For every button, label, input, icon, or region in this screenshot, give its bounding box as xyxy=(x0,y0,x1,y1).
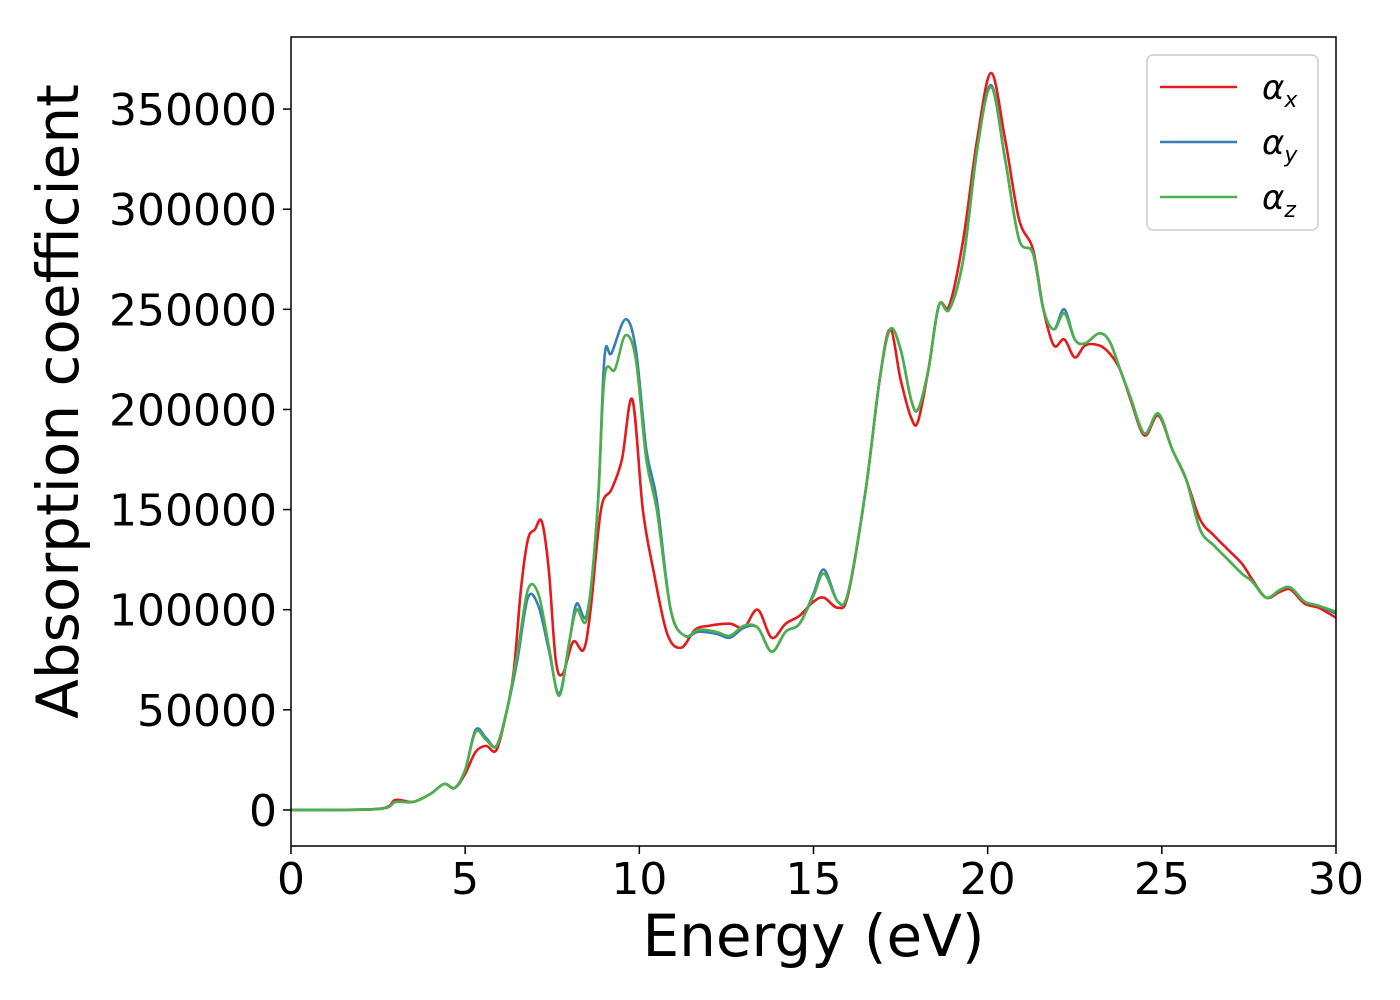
series-line-x xyxy=(290,71,1337,812)
y-tick-label: 100000 xyxy=(109,586,277,637)
y-tick-label: 300000 xyxy=(109,185,277,236)
y-axis-title: Absorption coefficient xyxy=(24,84,92,719)
x-tick-label: 10 xyxy=(611,854,667,905)
x-tick-label: 5 xyxy=(451,854,479,905)
y-tick-label: 250000 xyxy=(109,285,277,336)
x-axis-ticks: 0 5 10 15 20 25 30 xyxy=(277,846,1364,905)
x-tick-label: 20 xyxy=(960,854,1016,905)
y-tick-label: 350000 xyxy=(109,85,277,136)
series-line-z xyxy=(290,85,1337,812)
x-tick-label: 0 xyxy=(277,854,305,905)
x-tick-label: 30 xyxy=(1308,854,1364,905)
legend-label-x: αx xyxy=(1262,68,1298,113)
series-layer xyxy=(290,71,1337,812)
y-tick-label: 50000 xyxy=(137,686,277,737)
x-tick-label: 15 xyxy=(786,854,842,905)
y-tick-label: 0 xyxy=(249,786,277,837)
x-axis-title: Energy (eV) xyxy=(642,902,984,970)
y-tick-label: 150000 xyxy=(109,486,277,537)
y-axis-ticks: 0 50000 100000 150000 200000 250000 300000 3500… xyxy=(109,85,291,837)
legend-label-y: αy xyxy=(1262,123,1298,168)
legend: αx αy αz xyxy=(1146,54,1319,231)
y-tick-label: 200000 xyxy=(109,385,277,436)
legend-label-z: αz xyxy=(1262,178,1296,223)
x-tick-label: 25 xyxy=(1134,854,1190,905)
